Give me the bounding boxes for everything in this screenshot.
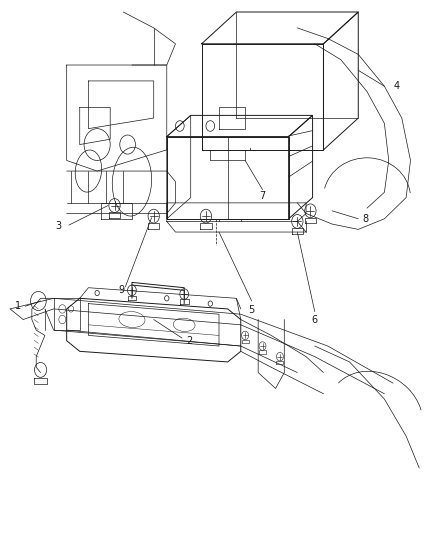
Text: 1: 1 — [15, 301, 21, 311]
Text: 5: 5 — [248, 305, 255, 314]
Text: 4: 4 — [393, 81, 399, 91]
Text: 3: 3 — [55, 221, 61, 231]
Text: 8: 8 — [363, 214, 369, 224]
Text: 2: 2 — [186, 336, 193, 346]
Text: 7: 7 — [259, 191, 266, 201]
Text: 9: 9 — [118, 285, 124, 295]
Text: 6: 6 — [312, 316, 318, 325]
